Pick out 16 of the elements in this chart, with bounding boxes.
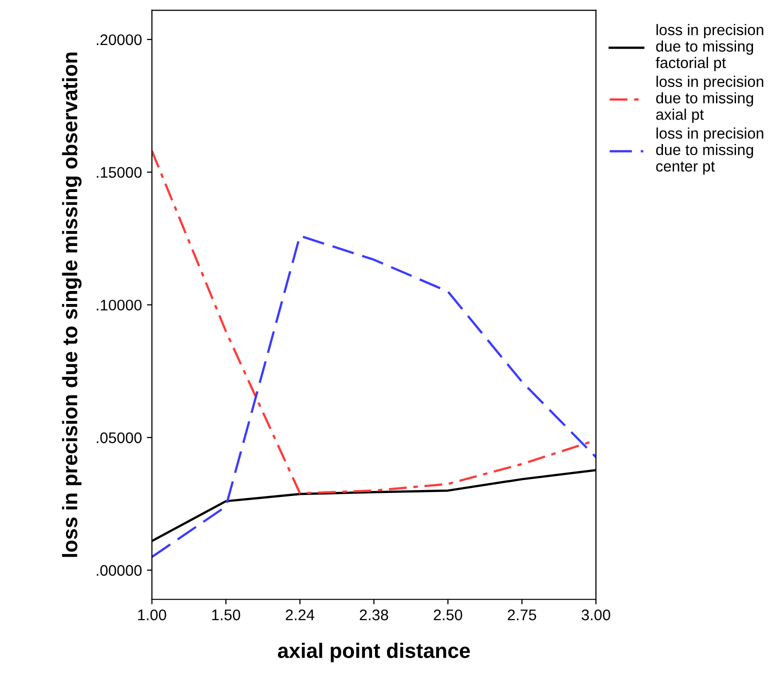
x-tick-label: 2.38: [360, 610, 388, 620]
x-axis-title: axial point distance: [278, 642, 470, 662]
x-tick-label: 1.00: [138, 610, 166, 620]
legend-label: loss in precision due to missing center pt: [656, 128, 764, 175]
x-tick-label: 2.50: [434, 610, 462, 620]
x-tick-label: 2.24: [286, 610, 314, 620]
x-tick-label: 2.75: [508, 610, 536, 620]
x-tick-label: 3.00: [582, 610, 610, 620]
y-tick-label: .10000: [96, 300, 142, 311]
x-tick-label: 1.50: [212, 610, 240, 620]
line-series: [152, 234, 596, 558]
y-tick-label: .20000: [96, 34, 142, 46]
y-tick-label: .15000: [96, 167, 142, 178]
y-axis-title: loss in precision due to single missing observation: [62, 52, 82, 557]
y-tick-label: .05000: [96, 432, 142, 444]
y-tick-label: .00000: [96, 565, 142, 576]
